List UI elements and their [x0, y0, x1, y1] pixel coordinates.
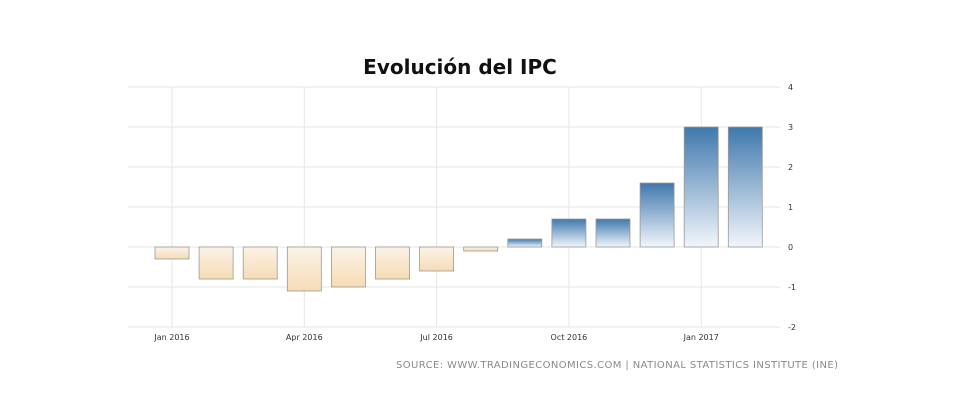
- bar-may-2016: [330, 246, 366, 288]
- x-tick-label: Jul 2016: [419, 333, 453, 342]
- y-tick-label: 3: [788, 123, 793, 132]
- bar-dec-2016: [639, 182, 675, 248]
- bar-jan-2017: [683, 126, 719, 248]
- bar-jul-2016: [419, 246, 455, 272]
- axes: 4 3 2 1 0 -1 -2 Jan 2016 Apr 2016 Jul 2016 Oct 201…: [153, 83, 796, 342]
- bar-jun-2016: [375, 246, 410, 280]
- bar-oct-2016: [551, 218, 587, 248]
- bar-feb-2017: [727, 126, 763, 248]
- grid-lines: [128, 86, 780, 328]
- bar-jan-2016: [154, 246, 190, 260]
- y-tick-label: -2: [788, 323, 796, 332]
- source-attribution: SOURCE: WWW.TRADINGECONOMICS.COM | NATIO…: [396, 360, 839, 371]
- y-tick-label: 4: [788, 83, 793, 92]
- y-tick-label: -1: [788, 283, 796, 292]
- x-tick-label: Jan 2017: [683, 333, 719, 342]
- y-tick-label: 0: [788, 243, 793, 252]
- bar-aug-2016: [463, 246, 499, 252]
- bar-nov-2016: [595, 218, 631, 248]
- chart-title: Evolución del IPC: [363, 55, 557, 79]
- bar-feb-2016: [198, 246, 234, 280]
- x-tick-label: Apr 2016: [286, 333, 323, 342]
- x-tick-label: Oct 2016: [551, 333, 588, 342]
- y-tick-label: 2: [788, 163, 793, 172]
- y-tick-label: 1: [788, 203, 793, 212]
- bar-apr-2016: [286, 246, 322, 292]
- x-tick-label: Jan 2016: [153, 333, 189, 342]
- bars: [154, 126, 763, 292]
- bar-mar-2016: [242, 246, 278, 280]
- bar-sep-2016: [507, 238, 543, 248]
